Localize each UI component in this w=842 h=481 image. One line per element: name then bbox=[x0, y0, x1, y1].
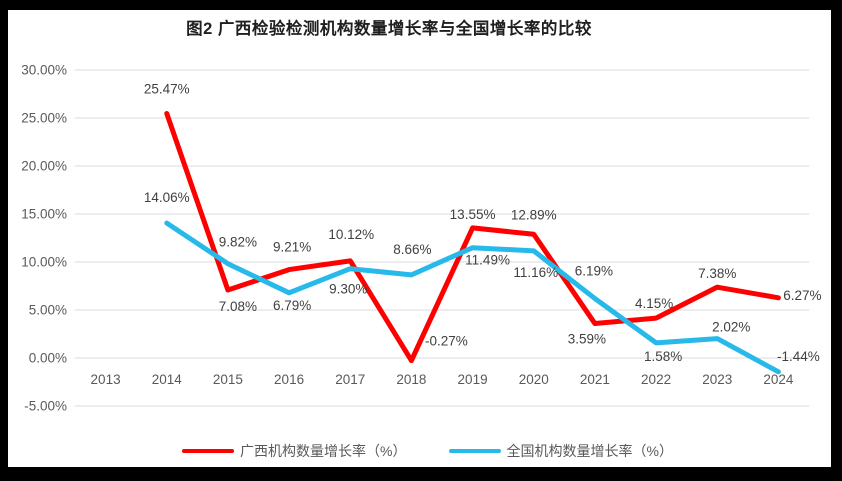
data-label: 12.89% bbox=[511, 207, 557, 222]
x-tick-label: 2015 bbox=[213, 372, 243, 387]
data-label: 7.08% bbox=[219, 299, 257, 314]
data-label: 4.15% bbox=[635, 296, 673, 311]
data-label: 6.27% bbox=[783, 288, 821, 303]
data-label: 9.82% bbox=[219, 235, 257, 250]
series-lines bbox=[164, 110, 781, 375]
x-tick-label: 2023 bbox=[702, 372, 732, 387]
y-tick-label: 30.00% bbox=[21, 63, 67, 78]
data-label: 6.19% bbox=[575, 264, 613, 279]
legend-line-swatch-red bbox=[182, 449, 235, 453]
chart-panel: 图2 广西检验检测机构数量增长率与全国增长率的比较 广西机构数量增长率（%） 全… bbox=[8, 10, 831, 467]
data-labels: 25.47% 7.08% 9.21% 10.12% -0.27% 13.55% 12.89%… bbox=[144, 81, 822, 363]
x-tick-label: 2018 bbox=[396, 372, 426, 387]
y-tick-label: -5.00% bbox=[24, 399, 67, 414]
y-tick-label: 25.00% bbox=[21, 111, 67, 126]
x-tick-label: 2019 bbox=[458, 372, 488, 387]
y-tick-label: 0.00% bbox=[29, 351, 67, 366]
data-label: 9.21% bbox=[273, 240, 311, 255]
x-axis-tick-labels: 2013 2014 2015 2016 2017 2018 2019 2020 2021 2022… bbox=[91, 372, 794, 387]
y-tick-label: 5.00% bbox=[29, 303, 67, 318]
data-label: 14.06% bbox=[144, 190, 190, 205]
data-label: 11.49% bbox=[465, 253, 510, 268]
x-tick-label: 2024 bbox=[763, 372, 794, 387]
x-tick-label: 2017 bbox=[335, 372, 365, 387]
x-tick-label: 2013 bbox=[91, 372, 121, 387]
legend-label-guangxi: 广西机构数量增长率（%） bbox=[240, 443, 407, 459]
data-label: 6.79% bbox=[273, 298, 311, 313]
legend-item-guangxi: 广西机构数量增长率（%） bbox=[182, 441, 407, 461]
legend-label-national: 全国机构数量增长率（%） bbox=[506, 443, 673, 459]
x-tick-label: 2014 bbox=[152, 372, 183, 387]
data-label: 2.02% bbox=[712, 320, 750, 335]
data-label: -0.27% bbox=[425, 334, 468, 349]
x-tick-label: 2020 bbox=[519, 372, 549, 387]
legend: 广西机构数量增长率（%） 全国机构数量增长率（%） bbox=[16, 441, 839, 461]
y-tick-label: 15.00% bbox=[21, 207, 67, 222]
data-label: 9.30% bbox=[329, 282, 367, 297]
data-label: 13.55% bbox=[450, 207, 496, 222]
legend-line-swatch-blue bbox=[448, 449, 501, 453]
data-label: 7.38% bbox=[698, 266, 736, 281]
series-line-1 bbox=[164, 220, 781, 375]
data-label: 1.58% bbox=[644, 349, 682, 364]
data-label: 11.16% bbox=[513, 265, 558, 280]
data-label: 3.59% bbox=[568, 332, 606, 347]
x-tick-label: 2016 bbox=[274, 372, 304, 387]
chart-title: 图2 广西检验检测机构数量增长率与全国增长率的比较 bbox=[186, 20, 592, 38]
data-label: 8.66% bbox=[393, 242, 431, 257]
data-label: -1.44% bbox=[777, 349, 820, 364]
y-tick-label: 10.00% bbox=[21, 255, 67, 270]
legend-item-national: 全国机构数量增长率（%） bbox=[448, 441, 673, 461]
x-tick-label: 2021 bbox=[580, 372, 610, 387]
y-tick-label: 20.00% bbox=[21, 159, 67, 174]
data-label: 25.47% bbox=[144, 81, 190, 96]
x-tick-label: 2022 bbox=[641, 372, 671, 387]
y-axis-tick-labels: 30.00% 25.00% 20.00% 15.00% 10.00% 5.00% 0.00%… bbox=[21, 63, 67, 414]
data-label: 10.12% bbox=[328, 227, 374, 242]
series-line-0 bbox=[164, 110, 781, 364]
